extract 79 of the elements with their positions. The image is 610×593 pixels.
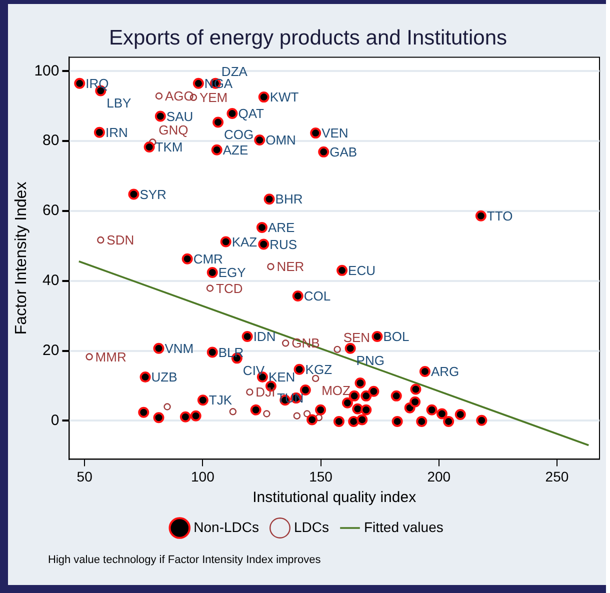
y-tick-label: 0 xyxy=(50,412,60,429)
legend-label: Fitted values xyxy=(364,518,444,535)
data-label: LBY xyxy=(106,95,132,110)
data-label: MMR xyxy=(95,349,126,364)
data-label: BHR xyxy=(275,192,303,207)
point xyxy=(97,236,104,244)
chart-title: Exports of energy products and Institutions xyxy=(108,26,508,50)
data-label: TJK xyxy=(208,392,232,408)
x-tick-label: 50 xyxy=(76,468,93,484)
data-label: AZE xyxy=(222,142,248,158)
point xyxy=(315,414,322,422)
y-tick-label: 60 xyxy=(42,202,60,220)
data-label: ARE xyxy=(268,220,296,236)
data-label: BLR xyxy=(218,344,244,360)
data-label: DZA xyxy=(221,64,248,79)
data-label: GNQ xyxy=(158,122,188,138)
data-label: CMR xyxy=(193,251,223,266)
data-label: TTO xyxy=(486,208,513,224)
point xyxy=(293,412,301,420)
data-label: MOZ xyxy=(322,383,351,398)
point xyxy=(263,410,270,418)
legend-label: Non-LDCs xyxy=(194,518,259,535)
data-label: VNM xyxy=(164,340,194,356)
data-label: TCD xyxy=(216,280,243,296)
data-label: TKM xyxy=(155,140,183,155)
y-tick-label: 80 xyxy=(42,132,60,150)
point xyxy=(334,346,341,354)
x-tick-label: 100 xyxy=(191,468,215,484)
data-label: TUN xyxy=(276,390,304,406)
data-label: AGO xyxy=(164,88,194,104)
data-label: DJI xyxy=(256,384,276,400)
point xyxy=(282,340,290,347)
data-label: SAU xyxy=(166,108,194,124)
x-tick-label: 200 xyxy=(427,468,451,484)
point xyxy=(312,374,320,382)
data-label: BOL xyxy=(383,329,410,344)
legend-label: LDCs xyxy=(294,518,329,535)
text: High value technology if Factor Intensity Index improves xyxy=(48,554,322,566)
data-label: IRQ xyxy=(86,76,109,91)
data-label: RUS xyxy=(270,236,298,252)
data-label: COG xyxy=(224,126,254,142)
data-label: GAB xyxy=(330,144,358,160)
data-label: VEN xyxy=(322,126,348,141)
point xyxy=(229,408,237,416)
data-label: SYR xyxy=(140,186,166,202)
point xyxy=(86,353,93,360)
point xyxy=(164,403,171,410)
data-label: UZB xyxy=(151,370,178,385)
data-label: ECU xyxy=(348,263,376,278)
data-label: QAT xyxy=(238,106,264,122)
y-tick-label: 20 xyxy=(42,342,60,359)
data-label: KWT xyxy=(270,90,299,105)
y-tick-label: 100 xyxy=(34,62,60,80)
point xyxy=(267,262,274,270)
data-label: COL xyxy=(304,288,331,304)
x-tick-label: 250 xyxy=(545,468,569,484)
data-label: KEN xyxy=(268,370,296,385)
data-label: SEN xyxy=(343,330,370,346)
data-label: YEM xyxy=(199,90,228,105)
point xyxy=(206,284,214,292)
data-label: PNG xyxy=(356,352,384,368)
point xyxy=(303,410,311,418)
point xyxy=(149,138,156,146)
data-label: KGZ xyxy=(305,362,332,377)
data-label: SDN xyxy=(106,232,134,248)
data-label: OMN xyxy=(266,132,296,148)
x-tick-label: 150 xyxy=(309,468,333,484)
data-label: KAZ xyxy=(232,234,258,250)
data-label: EGY xyxy=(218,265,246,280)
x-axis-title: Institutional quality index xyxy=(252,489,417,506)
y-axis-title: Factor Intensity Index xyxy=(13,182,30,335)
y-tick-label: 40 xyxy=(42,272,60,290)
point xyxy=(246,388,254,396)
data-label: NER xyxy=(276,259,304,274)
point xyxy=(155,92,163,100)
data-label: IDN xyxy=(253,329,276,344)
data-label: ARG xyxy=(430,364,460,380)
data-label: CIV xyxy=(242,362,265,378)
data-label: IRN xyxy=(105,124,128,140)
